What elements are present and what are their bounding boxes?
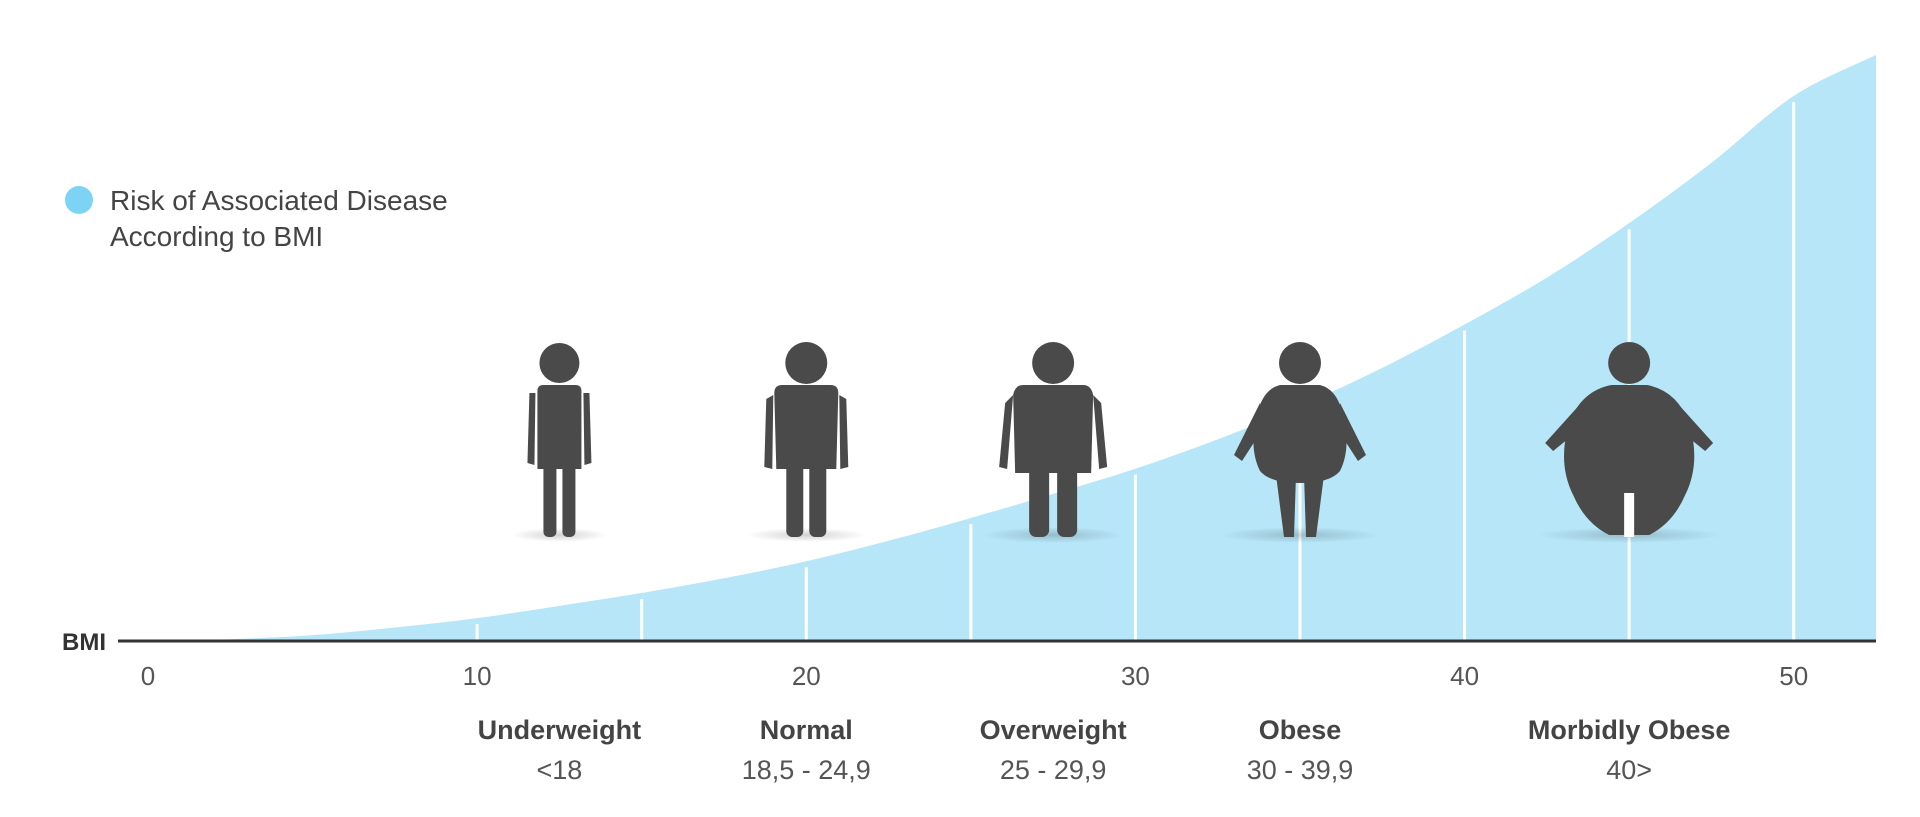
category-range: 25 - 29,9	[1000, 755, 1107, 785]
risk-area-layer	[148, 55, 1876, 641]
category-labels: Underweight <18 Normal 18,5 - 24,9 Overweigh…	[478, 715, 1731, 785]
x-tick-label: 0	[141, 661, 155, 691]
risk-area	[148, 55, 1876, 641]
x-tick-label: 50	[1779, 661, 1808, 691]
category-name: Obese	[1259, 715, 1342, 745]
category-name: Normal	[760, 715, 853, 745]
category-name: Underweight	[478, 715, 642, 745]
category-range: 18,5 - 24,9	[742, 755, 871, 785]
obese-person-icon	[1220, 342, 1380, 543]
overweight-person-icon	[983, 342, 1124, 543]
x-axis-label: BMI	[62, 629, 106, 656]
morbidly-obese-person-icon	[1537, 342, 1722, 543]
x-tick-label: 40	[1450, 661, 1479, 691]
category-name: Overweight	[980, 715, 1127, 745]
x-tick-label: 10	[463, 661, 492, 691]
person-figures	[511, 342, 1722, 543]
legend-label-line-1: Risk of Associated Disease	[110, 185, 448, 216]
category-name: Morbidly Obese	[1528, 715, 1731, 745]
category-range: 40>	[1606, 755, 1652, 785]
normal-person-icon	[746, 342, 867, 542]
legend-dot	[65, 186, 93, 214]
underweight-person-icon	[511, 343, 608, 542]
category-range: 30 - 39,9	[1247, 755, 1354, 785]
x-tick-label: 30	[1121, 661, 1150, 691]
legend: Risk of Associated Disease According to …	[65, 185, 448, 252]
category-range: <18	[537, 755, 583, 785]
x-tick-label: 20	[792, 661, 821, 691]
x-tick-labels: 0 10 20 30 40 50	[141, 661, 1808, 691]
legend-label-line-2: According to BMI	[110, 221, 323, 252]
